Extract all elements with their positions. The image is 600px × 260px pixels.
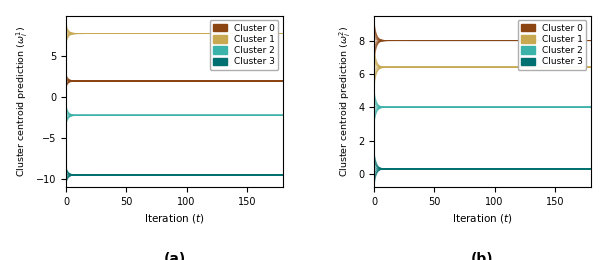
Legend: Cluster 0, Cluster 1, Cluster 2, Cluster 3: Cluster 0, Cluster 1, Cluster 2, Cluster…	[518, 20, 586, 70]
X-axis label: Iteration ($t$): Iteration ($t$)	[452, 212, 513, 225]
Y-axis label: Cluster centroid prediction ($\omega_i^1$): Cluster centroid prediction ($\omega_i^1…	[15, 26, 31, 177]
Y-axis label: Cluster centroid prediction ($\omega_i^2$): Cluster centroid prediction ($\omega_i^2…	[337, 26, 353, 177]
X-axis label: Iteration ($t$): Iteration ($t$)	[144, 212, 205, 225]
Legend: Cluster 0, Cluster 1, Cluster 2, Cluster 3: Cluster 0, Cluster 1, Cluster 2, Cluster…	[209, 20, 278, 70]
Text: (a): (a)	[163, 252, 185, 260]
Text: (b): (b)	[471, 252, 494, 260]
